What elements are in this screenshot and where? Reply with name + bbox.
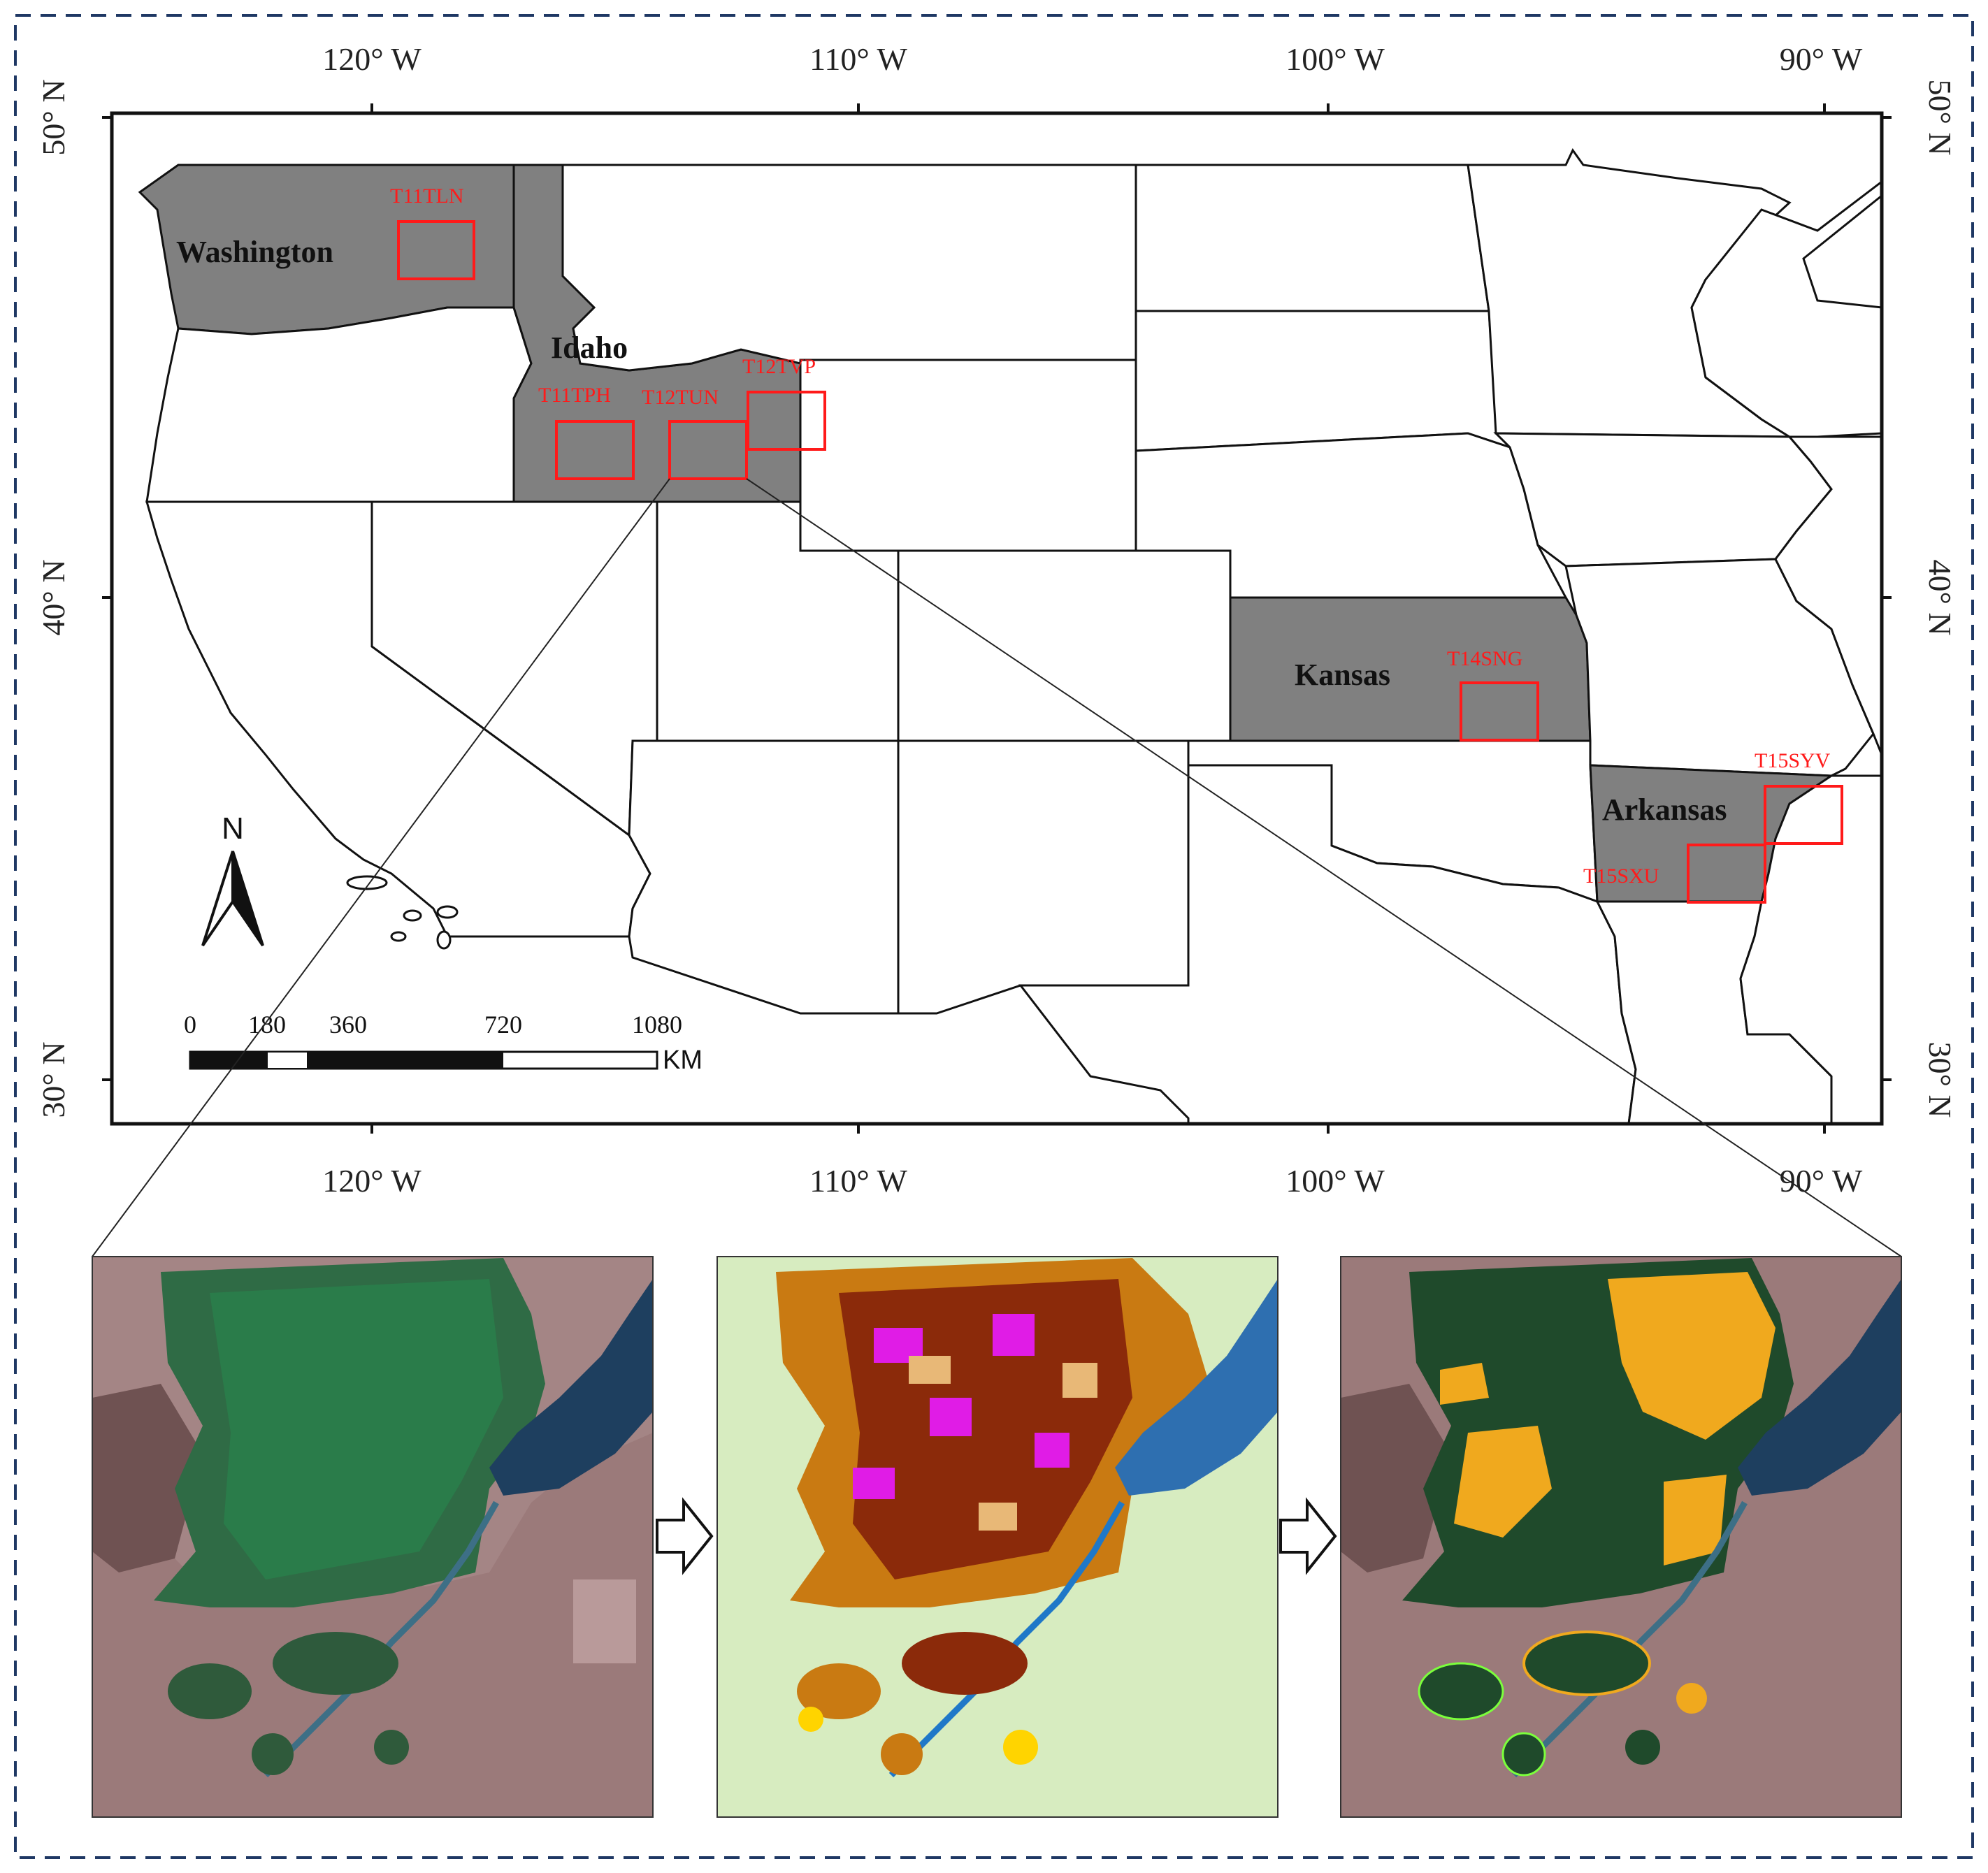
tile-box-t11tph <box>555 420 635 480</box>
state-colorado <box>897 549 1232 742</box>
lat-label-left-30: 30° N <box>36 1041 71 1118</box>
scale-unit: KM <box>663 1046 703 1075</box>
tile-box-t11tln <box>397 220 475 280</box>
scale-tick-1080: 1080 <box>632 1011 682 1039</box>
lat-label-right-50: 50° N <box>1922 79 1958 155</box>
lat-label-left-50: 50° N <box>36 79 71 155</box>
north-arrow: N <box>201 811 264 947</box>
panel-field-frame <box>1340 1256 1902 1818</box>
state-oregon <box>145 306 533 503</box>
state-label-washington: Washington <box>176 235 333 269</box>
state-newmexico <box>897 739 1190 1015</box>
state-label-arkansas: Arkansas <box>1602 793 1727 827</box>
panel-field-boundaries <box>1341 1257 1901 1817</box>
island <box>403 909 422 922</box>
state-kansas <box>1229 596 1592 742</box>
river <box>888 1500 1125 1778</box>
state-southdakota <box>1135 310 1512 452</box>
map-frame <box>110 111 1884 1126</box>
state-michigan-fragment <box>1802 194 1882 309</box>
state-iowa <box>1493 432 1833 567</box>
sentinel-tiles <box>397 220 1843 904</box>
scale-tick-720: 720 <box>484 1011 522 1039</box>
zoom-line-left <box>92 478 670 1257</box>
scale-tick-180: 180 <box>248 1011 286 1039</box>
river <box>263 1500 499 1778</box>
panel-satellite-frame <box>92 1256 654 1818</box>
tile-label-t14sng: T14SNG <box>1447 647 1522 670</box>
state-label-idaho: Idaho <box>551 331 628 365</box>
state-illinois <box>1774 435 1882 755</box>
zoom-line-right <box>746 478 1902 1257</box>
tile-box-t15sxu <box>1687 844 1766 904</box>
lon-label-top-120: 120° W <box>322 41 422 77</box>
channel-islands <box>346 875 459 950</box>
panel-satellite-image <box>92 1257 653 1817</box>
lon-label-bottom-120: 120° W <box>322 1163 422 1199</box>
lon-label-top-90: 90° W <box>1780 41 1863 77</box>
state-label-kansas: Kansas <box>1295 658 1390 692</box>
island <box>436 930 452 950</box>
state-montana <box>561 164 1137 372</box>
tile-box-t14sng <box>1460 681 1539 742</box>
island <box>346 875 388 890</box>
island <box>436 905 459 919</box>
tile-box-t15syv <box>1764 785 1843 845</box>
scale-bar: 0 180 360 720 1080 KM <box>184 1011 703 1075</box>
lon-label-bottom-90: 90° W <box>1780 1163 1863 1199</box>
state-northdakota <box>1135 164 1490 312</box>
state-wyoming <box>799 359 1137 552</box>
tile-label-t15syv: T15SYV <box>1755 749 1831 772</box>
north-arrow-right <box>231 851 264 947</box>
lon-label-bottom-110: 110° W <box>809 1163 907 1199</box>
lat-label-left-40: 40° N <box>36 559 71 635</box>
tile-label-t12tun: T12TUN <box>642 386 719 409</box>
tile-label-t15sxu: T15SXU <box>1583 865 1659 888</box>
scale-tick-360: 360 <box>329 1011 367 1039</box>
map-panel: 120° W 110° W 100° W 90° W 120° W 110° W… <box>36 41 1958 1257</box>
tile-label-t12tvp: T12TVP <box>742 355 816 378</box>
lon-label-top-110: 110° W <box>809 41 907 77</box>
reservoir <box>1738 1279 1901 1496</box>
river <box>1511 1500 1748 1778</box>
panel-crop-classification <box>717 1257 1278 1817</box>
lat-label-right-30: 30° N <box>1922 1041 1958 1118</box>
arrow-right-icon <box>1279 1497 1337 1575</box>
scale-tick-0: 0 <box>184 1011 196 1039</box>
state-boundaries <box>138 148 1882 1124</box>
lon-label-bottom-100: 100° W <box>1285 1163 1385 1199</box>
panel-crop-frame <box>716 1256 1278 1818</box>
lat-label-right-40: 40° N <box>1922 559 1958 635</box>
reservoir <box>489 1279 653 1496</box>
island <box>390 931 407 942</box>
state-nebraska <box>1135 432 1568 599</box>
tile-label-t11tln: T11TLN <box>390 185 464 208</box>
north-arrow-label: N <box>222 811 244 846</box>
graticule-ticks <box>102 103 1892 1134</box>
tile-box-t12tvp <box>747 391 826 451</box>
arrow-right-icon <box>656 1497 714 1575</box>
tile-label-t11tph: T11TPH <box>538 384 611 407</box>
figure-frame <box>14 14 1974 1859</box>
reservoir <box>1115 1279 1278 1496</box>
lon-label-top-100: 100° W <box>1285 41 1385 77</box>
